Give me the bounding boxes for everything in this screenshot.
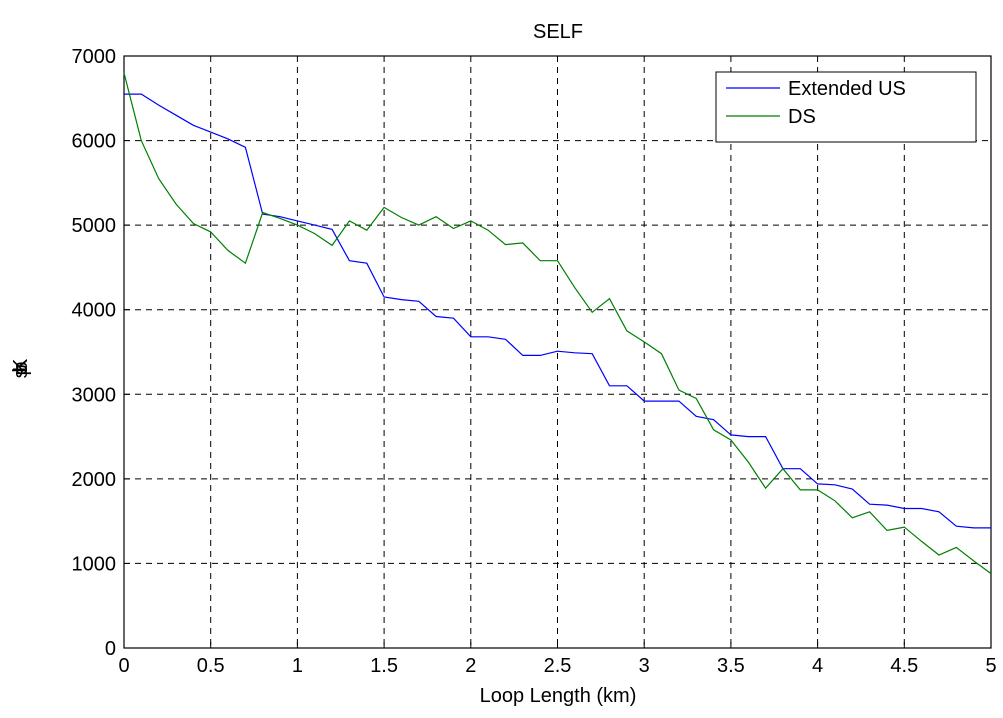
- x-tick-label: 1: [292, 655, 303, 677]
- legend-label-0: Extended US: [788, 78, 906, 100]
- y-tick-label: 4000: [72, 300, 117, 322]
- x-tick-label: 3.5: [717, 655, 745, 677]
- x-tick-label: 4.5: [890, 655, 918, 677]
- x-axis-label: Loop Length (km): [480, 685, 637, 707]
- y-tick-label: 2000: [72, 469, 117, 491]
- x-tick-label: 0: [118, 655, 129, 677]
- y-tick-label: 0: [105, 638, 116, 660]
- y-tick-label: 7000: [72, 46, 117, 68]
- y-axis-label-text: Kbps: [12, 358, 31, 378]
- x-tick-label: 0.5: [197, 655, 225, 677]
- x-tick-label: 1.5: [370, 655, 398, 677]
- x-tick-label: 2: [465, 655, 476, 677]
- x-tick-label: 5: [985, 655, 996, 677]
- x-tick-label: 3: [639, 655, 650, 677]
- y-tick-label: 5000: [72, 215, 117, 237]
- chart-title: SELF: [533, 21, 583, 43]
- series-line-1: [123, 72, 992, 575]
- y-tick-label: 1000: [72, 553, 117, 575]
- x-tick-label: 2.5: [544, 655, 572, 677]
- series-layer: [123, 72, 992, 575]
- legend-label-1: DS: [788, 106, 816, 128]
- y-axis-label: Kbps: [12, 358, 31, 378]
- grid: [124, 56, 991, 648]
- legend-box: [715, 71, 977, 143]
- y-tick-label: 3000: [72, 384, 117, 406]
- x-tick-label: 4: [812, 655, 823, 677]
- y-axis: 0 1000 2000 3000 4000 5000 6000 7000: [72, 46, 130, 660]
- y-tick-label: 6000: [72, 131, 117, 153]
- x-axis: 0 0.5 1 1.5 2 2.5 3 3.5 4 4.5 5: [118, 642, 997, 677]
- legend: Extended US DS: [715, 71, 977, 143]
